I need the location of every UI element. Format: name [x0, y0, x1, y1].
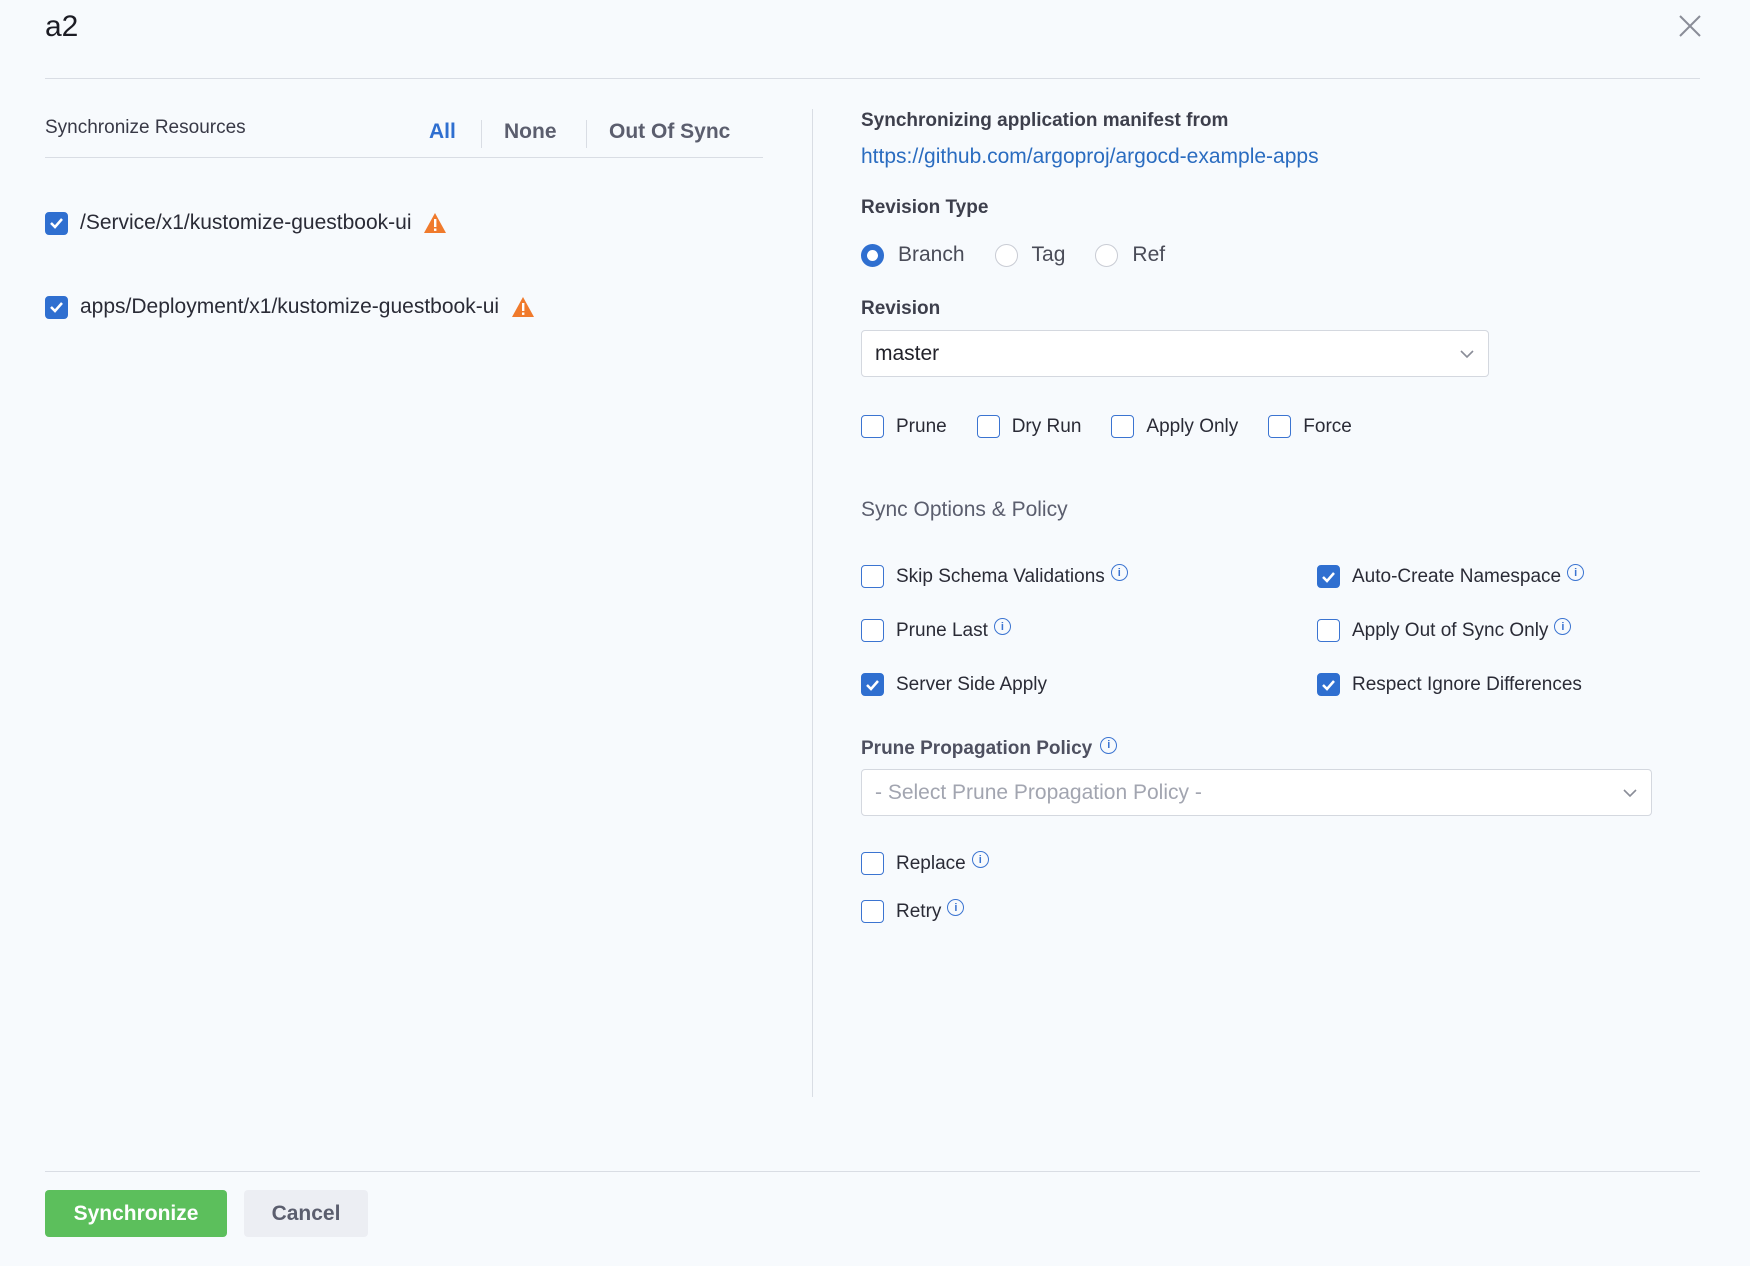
radio-ref-label: Ref: [1132, 243, 1166, 266]
radio-ref[interactable]: [1095, 243, 1119, 267]
revision-type-label: Revision Type: [861, 197, 989, 218]
revision-label: Revision: [861, 298, 941, 319]
info-icon[interactable]: i: [1567, 564, 1585, 581]
option-label: Retry: [896, 900, 942, 922]
option-replace: Replace i: [861, 851, 989, 875]
option-label: Skip Schema Validations: [896, 565, 1105, 587]
checkbox[interactable]: [1317, 673, 1340, 696]
info-icon[interactable]: i: [971, 851, 989, 868]
resource-label: /Service/x1/kustomize-guestbook-ui: [80, 211, 412, 234]
option-label: Auto-Create Namespace: [1352, 565, 1562, 587]
info-icon[interactable]: i: [1554, 618, 1572, 635]
info-icon[interactable]: i: [1110, 564, 1128, 581]
sync-flags: Prune Dry Run Apply Only Force: [861, 415, 1352, 438]
option-apply-out-of-sync-only: Apply Out of Sync Only i: [1317, 618, 1572, 642]
prune-policy-placeholder: - Select Prune Propagation Policy -: [875, 780, 1202, 804]
force-checkbox[interactable]: [1268, 415, 1292, 438]
checkbox[interactable]: [1317, 619, 1340, 642]
radio-branch-label: Branch: [898, 243, 965, 266]
revision-select[interactable]: master: [861, 330, 1489, 377]
checkbox[interactable]: [861, 852, 884, 875]
warning-icon: [424, 213, 447, 233]
option-retry: Retry i: [861, 899, 965, 923]
prune-label: Prune: [896, 415, 947, 437]
option-server-side-apply: Server Side Apply: [861, 673, 1047, 696]
info-icon[interactable]: i: [1100, 736, 1118, 754]
chevron-down-icon: [1460, 349, 1474, 358]
checkbox[interactable]: [861, 619, 884, 642]
synchronize-button[interactable]: Synchronize: [45, 1190, 227, 1237]
dry-run-checkbox[interactable]: [976, 415, 1000, 438]
option-skip-schema: Skip Schema Validations i: [861, 564, 1128, 588]
dry-run-label: Dry Run: [1011, 415, 1082, 437]
tab-separator: [481, 120, 482, 148]
radio-branch[interactable]: [861, 243, 884, 267]
resource-label: apps/Deployment/x1/kustomize-guestbook-u…: [80, 295, 500, 318]
sync-resources-heading: Synchronize Resources: [45, 117, 246, 138]
resource-checkbox[interactable]: [45, 211, 68, 235]
header-divider: [45, 78, 1700, 79]
manifest-label: Synchronizing application manifest from: [861, 110, 1229, 131]
checkbox[interactable]: [861, 673, 884, 696]
option-label: Server Side Apply: [896, 673, 1048, 695]
footer-divider: [45, 1171, 1700, 1172]
revision-type-radios: Branch Tag Ref: [861, 243, 1165, 267]
dialog-title: a2: [45, 10, 79, 43]
apply-only-checkbox[interactable]: [1111, 415, 1135, 438]
resource-item: /Service/x1/kustomize-guestbook-ui: [45, 211, 447, 235]
option-label: Replace: [896, 852, 966, 874]
prune-policy-label: Prune Propagation Policy: [861, 738, 1093, 759]
info-icon[interactable]: i: [993, 618, 1011, 635]
option-label: Prune Last: [896, 619, 988, 641]
tabs-divider: [45, 157, 763, 158]
option-label: Apply Out of Sync Only: [1352, 619, 1549, 641]
prune-policy-label-row: Prune Propagation Policy i: [861, 736, 1118, 760]
option-auto-create-namespace: Auto-Create Namespace i: [1317, 564, 1585, 588]
checkbox[interactable]: [1317, 565, 1340, 588]
cancel-button[interactable]: Cancel: [244, 1190, 368, 1237]
repo-link[interactable]: https://github.com/argoproj/argocd-examp…: [861, 145, 1319, 168]
prune-checkbox[interactable]: [861, 415, 884, 438]
tab-none[interactable]: None: [504, 120, 557, 143]
info-icon[interactable]: i: [947, 899, 965, 916]
option-prune-last: Prune Last i: [861, 618, 1011, 642]
apply-only-label: Apply Only: [1146, 415, 1239, 437]
tab-all[interactable]: All: [429, 120, 456, 143]
option-respect-ignore-differences: Respect Ignore Differences: [1317, 673, 1582, 696]
panel-divider: [812, 109, 813, 1097]
chevron-down-icon: [1623, 788, 1637, 797]
tab-separator: [586, 120, 587, 148]
warning-icon: [512, 297, 535, 317]
close-icon[interactable]: [1676, 12, 1704, 40]
force-label: Force: [1303, 415, 1352, 437]
revision-value: master: [875, 341, 940, 365]
checkbox[interactable]: [861, 900, 884, 923]
prune-policy-select[interactable]: - Select Prune Propagation Policy -: [861, 769, 1652, 816]
resource-checkbox[interactable]: [45, 295, 68, 319]
resource-item: apps/Deployment/x1/kustomize-guestbook-u…: [45, 295, 535, 319]
radio-tag[interactable]: [994, 243, 1018, 267]
checkbox[interactable]: [861, 565, 884, 588]
tab-out-of-sync[interactable]: Out Of Sync: [609, 120, 731, 143]
radio-tag-label: Tag: [1031, 243, 1066, 266]
option-label: Respect Ignore Differences: [1352, 673, 1582, 695]
sync-options-heading: Sync Options & Policy: [861, 498, 1068, 521]
